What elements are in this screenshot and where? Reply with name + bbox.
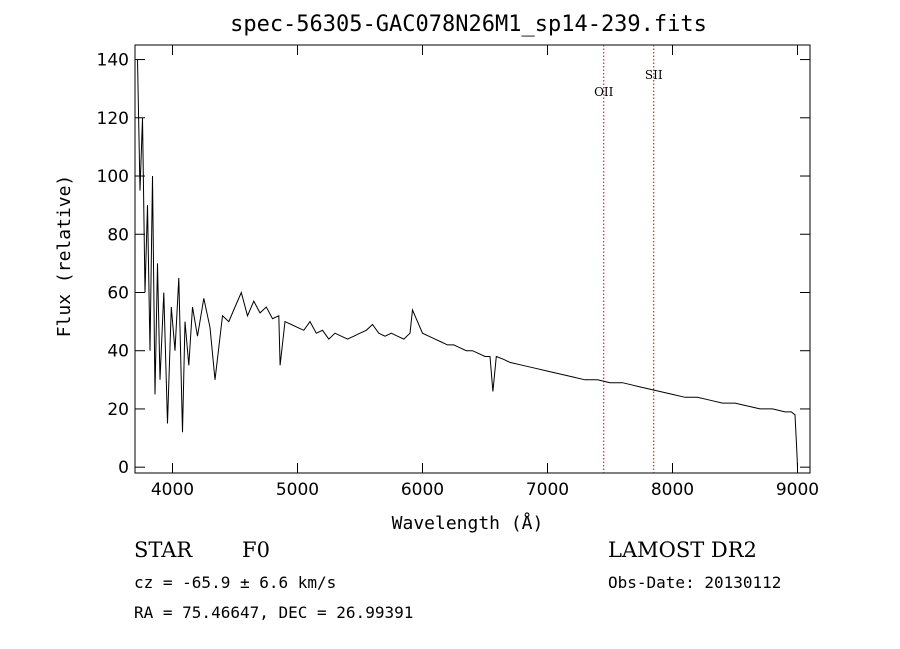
axis-ticks: 4000 5000 6000 7000 8000 9000 0 20 40 60 80 100 120 1… <box>97 45 819 500</box>
spectrum-series <box>137 59 798 468</box>
emission-line-markers: OII SII <box>594 45 663 473</box>
object-class: STAR <box>134 538 193 562</box>
y-tick-label: 100 <box>97 167 129 187</box>
x-tick-label: 7000 <box>526 480 569 500</box>
y-tick-label: 80 <box>107 225 129 245</box>
y-tick-label: 120 <box>97 109 129 129</box>
redshift-velocity: cz = -65.9 ± 6.6 km/s <box>134 573 337 592</box>
x-tick-label: 8000 <box>651 480 694 500</box>
sky-coordinates: RA = 75.46647, DEC = 26.99391 <box>134 603 414 622</box>
x-axis-label: Wavelength (Å) <box>392 512 544 534</box>
observation-date: Obs-Date: 20130112 <box>608 573 782 592</box>
line-label-oii: OII <box>594 85 614 99</box>
y-tick-label: 40 <box>107 342 129 362</box>
y-tick-label: 0 <box>118 458 129 478</box>
plot-frame <box>134 44 811 474</box>
y-tick-label: 20 <box>107 400 129 420</box>
x-tick-label: 6000 <box>401 480 444 500</box>
x-tick-label: 9000 <box>776 480 819 500</box>
y-tick-label: 140 <box>97 51 129 71</box>
chart-title: spec-56305-GAC078N26M1_sp14-239.fits <box>230 12 707 37</box>
line-label-sii: SII <box>645 68 663 82</box>
y-tick-label: 60 <box>107 283 129 303</box>
spectrum-line-0 <box>137 59 798 468</box>
y-axis-label: Flux (relative) <box>54 175 75 338</box>
object-subclass: F0 <box>242 538 270 562</box>
x-tick-label: 5000 <box>276 480 319 500</box>
x-tick-label: 4000 <box>151 480 194 500</box>
survey-name: LAMOST DR2 <box>608 538 757 562</box>
